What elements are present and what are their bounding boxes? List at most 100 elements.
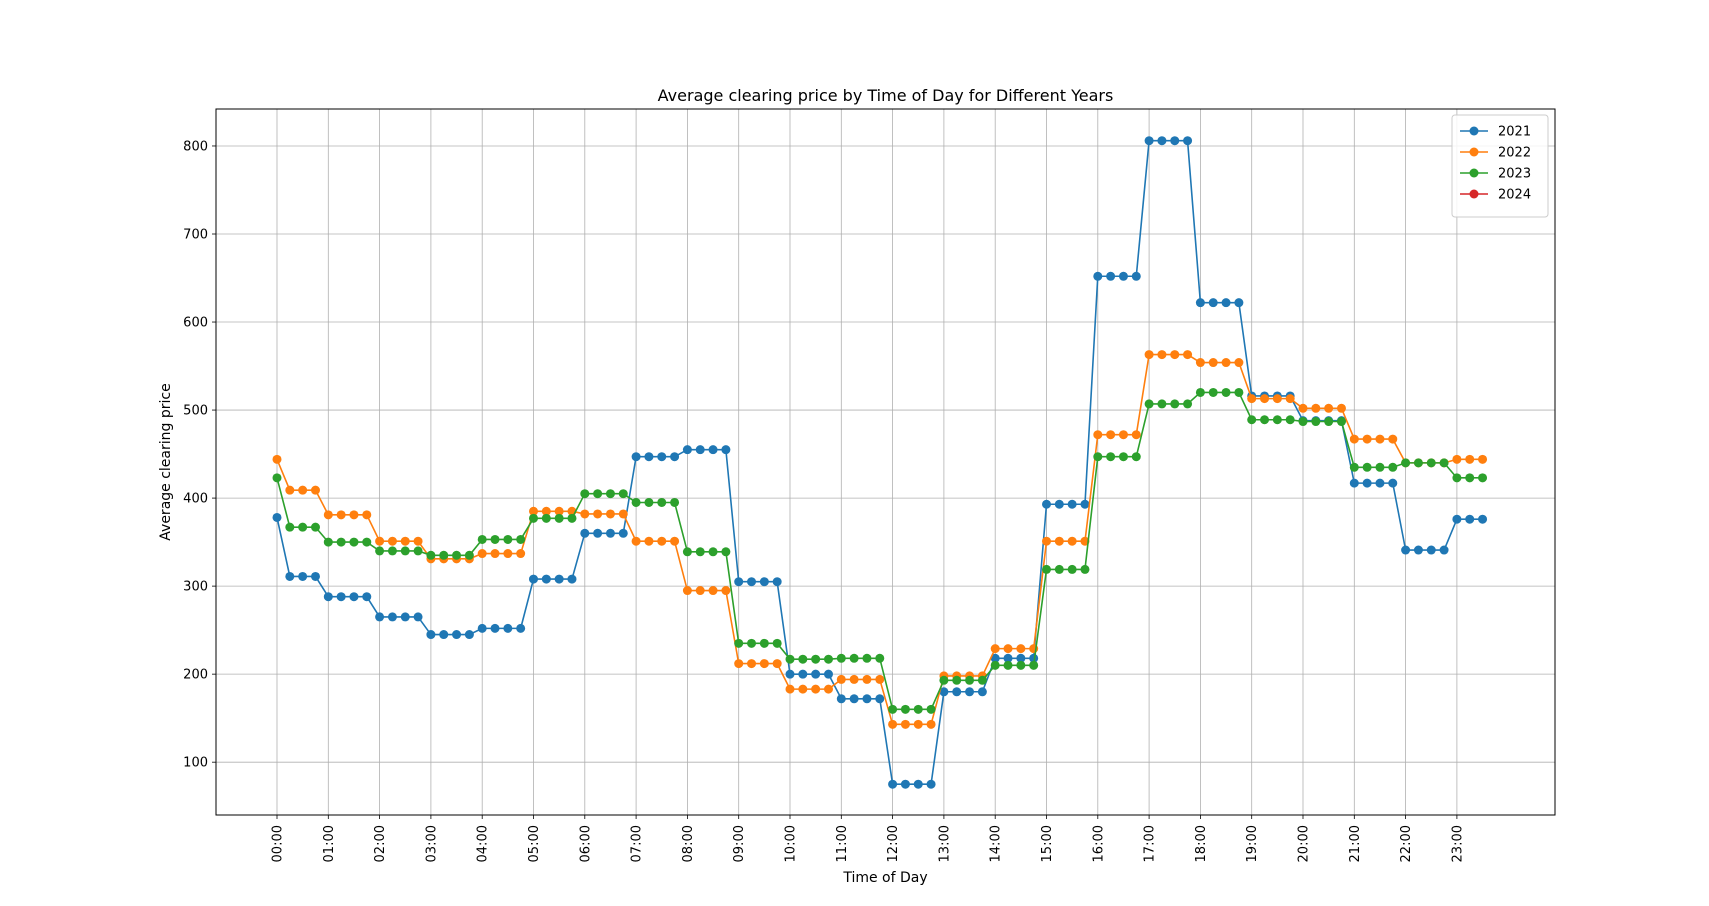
- data-point-2022: [554, 506, 564, 516]
- data-point-2022: [362, 510, 372, 520]
- data-point-2023: [695, 547, 705, 557]
- data-point-2021: [413, 612, 423, 622]
- x-tick-label: 03:00: [424, 825, 439, 862]
- data-point-2021: [1183, 136, 1193, 146]
- data-point-2023: [990, 660, 1000, 670]
- data-point-2023: [977, 675, 987, 685]
- data-point-2023: [900, 704, 910, 714]
- data-point-2021: [977, 687, 987, 697]
- data-point-2023: [747, 638, 757, 648]
- data-point-2022: [1234, 358, 1244, 368]
- data-point-2021: [708, 445, 718, 455]
- data-point-2022: [670, 536, 680, 546]
- data-point-2021: [285, 571, 295, 581]
- data-point-2023: [529, 513, 538, 523]
- data-point-2023: [605, 489, 615, 499]
- data-point-2022: [1195, 358, 1205, 368]
- data-point-2021: [1144, 136, 1154, 146]
- legend: 2021 2022 2023 2024: [1451, 114, 1549, 218]
- data-point-2021: [695, 445, 705, 455]
- data-point-2022: [1285, 394, 1295, 404]
- data-point-2023: [759, 638, 769, 648]
- data-point-2022: [823, 684, 833, 694]
- data-point-2021: [1208, 298, 1218, 308]
- legend-marker: [1469, 168, 1479, 178]
- data-point-2021: [913, 779, 923, 789]
- x-tick-label: 08:00: [681, 825, 696, 862]
- x-tick-label: 20:00: [1297, 825, 1312, 862]
- data-point-2022: [1465, 454, 1475, 464]
- data-point-2022: [695, 586, 705, 596]
- x-tick-label: 05:00: [527, 825, 542, 862]
- data-point-2022: [593, 509, 603, 519]
- data-point-2021: [1349, 478, 1359, 488]
- data-point-2022: [400, 536, 410, 546]
- data-point-2023: [670, 497, 680, 507]
- data-point-2023: [849, 653, 859, 663]
- data-point-2021: [618, 528, 628, 538]
- series-layer: [272, 136, 1488, 789]
- data-point-2023: [644, 497, 654, 507]
- y-tick-label: 600: [183, 316, 208, 331]
- data-point-2022: [849, 674, 859, 684]
- data-point-2021: [734, 577, 744, 587]
- data-point-2022: [1183, 350, 1193, 360]
- data-point-2021: [657, 452, 667, 462]
- data-point-2023: [1157, 399, 1167, 409]
- data-point-2021: [965, 687, 975, 697]
- y-tick-label: 100: [183, 756, 208, 771]
- data-point-2021: [541, 574, 551, 584]
- data-point-2023: [1285, 415, 1295, 425]
- data-point-2022: [1336, 403, 1346, 413]
- data-point-2021: [1362, 478, 1372, 488]
- series-2021: [272, 136, 1488, 789]
- data-point-2022: [785, 684, 795, 694]
- data-point-2021: [1131, 271, 1141, 281]
- data-point-2021: [567, 574, 577, 584]
- x-tick-label: 17:00: [1143, 825, 1158, 862]
- data-point-2021: [298, 571, 308, 581]
- data-point-2022: [490, 549, 500, 559]
- x-tick-label: 21:00: [1348, 825, 1363, 862]
- data-point-2022: [503, 549, 513, 559]
- data-point-2022: [1016, 644, 1026, 654]
- data-point-2022: [708, 586, 718, 596]
- data-point-2021: [785, 669, 795, 679]
- legend-label: 2021: [1498, 125, 1531, 140]
- data-point-2021: [1221, 298, 1231, 308]
- data-point-2022: [516, 549, 526, 559]
- x-tick-label: 19:00: [1245, 825, 1260, 862]
- legend-item-2023: 2023: [1460, 167, 1531, 182]
- data-point-2023: [464, 550, 474, 560]
- data-point-2022: [1375, 434, 1385, 444]
- data-point-2023: [734, 638, 744, 648]
- data-point-2022: [836, 674, 846, 684]
- data-point-2021: [1388, 478, 1398, 488]
- data-point-2022: [888, 719, 898, 729]
- data-point-2023: [875, 653, 885, 663]
- legend-label: 2022: [1498, 146, 1531, 161]
- data-point-2022: [772, 659, 782, 669]
- data-point-2023: [1375, 462, 1385, 472]
- data-point-2023: [1247, 415, 1257, 425]
- data-point-2022: [1272, 394, 1282, 404]
- data-point-2022: [631, 536, 641, 546]
- y-tick-label: 400: [183, 492, 208, 507]
- data-point-2022: [1106, 430, 1116, 440]
- data-point-2023: [1298, 417, 1308, 427]
- x-tick-label: 10:00: [784, 825, 799, 862]
- data-point-2023: [1260, 415, 1270, 425]
- data-point-2021: [952, 687, 962, 697]
- data-point-2023: [1401, 458, 1411, 468]
- x-tick-label: 22:00: [1399, 825, 1414, 862]
- data-point-2023: [1388, 462, 1398, 472]
- data-point-2023: [580, 489, 590, 499]
- data-point-2023: [631, 497, 641, 507]
- data-point-2023: [349, 537, 359, 547]
- data-point-2023: [1106, 452, 1116, 462]
- x-tick-label: 15:00: [1040, 825, 1055, 862]
- data-point-2023: [1144, 399, 1154, 409]
- y-axis: 100 200 300 400 500 600 700 800: [183, 139, 216, 771]
- data-point-2021: [1003, 653, 1013, 663]
- data-point-2021: [336, 592, 346, 602]
